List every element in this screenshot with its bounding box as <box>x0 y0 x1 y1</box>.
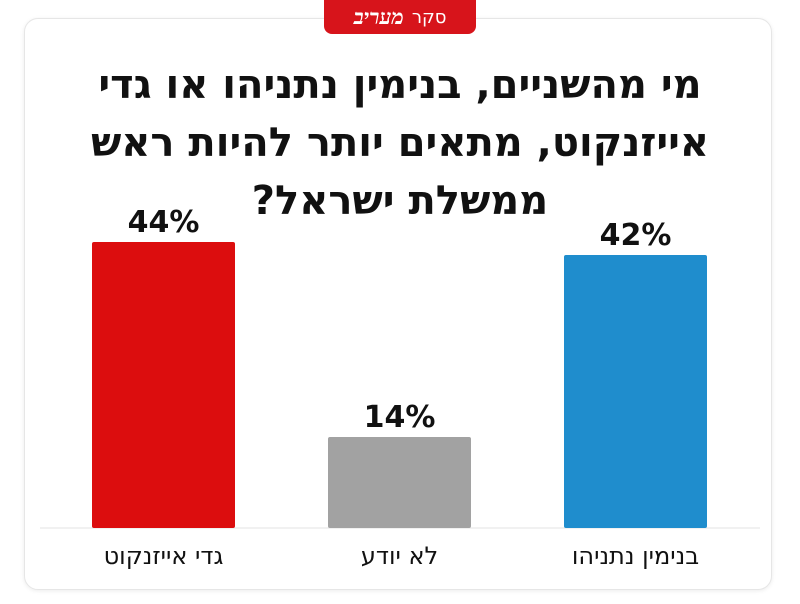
bar-netanyahu <box>564 255 707 528</box>
category-label-netanyahu: בנימין נתניהו <box>572 542 699 570</box>
badge-brand-logo: מעריב <box>353 4 404 29</box>
bar-eisenkot <box>92 242 235 528</box>
chart-title: מי מהשניים, בנימין נתניהו או גדי אייזנקו… <box>90 62 710 224</box>
bar-dont-know <box>328 437 471 528</box>
value-label-eisenkot: 44% <box>128 205 200 240</box>
value-label-netanyahu: 42% <box>600 218 672 253</box>
value-label-dont-know: 14% <box>364 400 436 435</box>
category-label-dont-know: לא יודע <box>361 542 438 570</box>
poll-badge: סקר מעריב <box>324 0 476 34</box>
badge-sekar-label: סקר <box>411 6 447 28</box>
category-label-eisenkot: גדי אייזנקוט <box>104 542 224 570</box>
